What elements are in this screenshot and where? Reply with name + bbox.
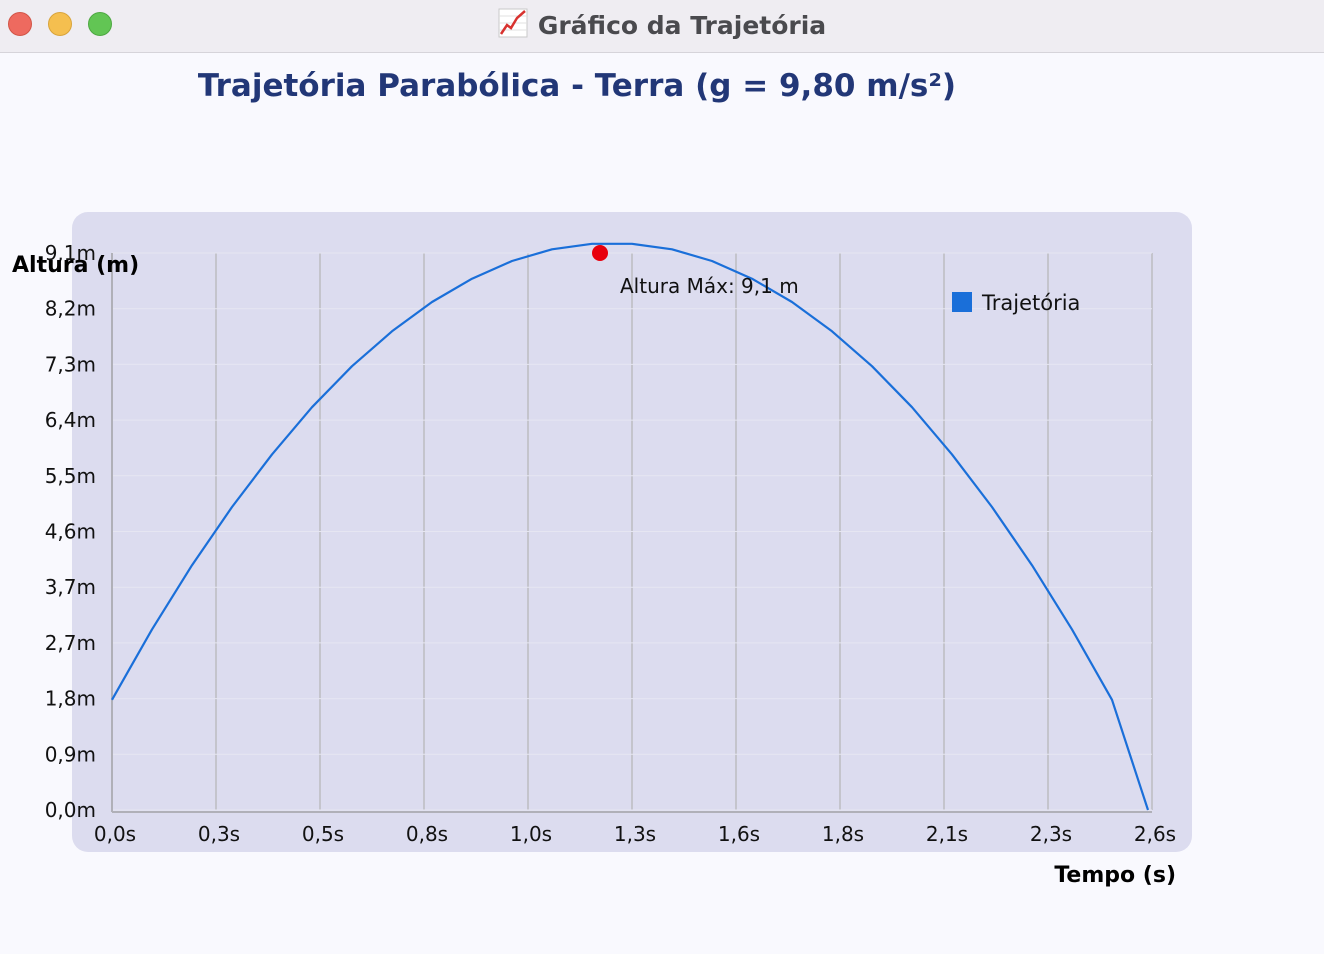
chart-increasing-icon (498, 8, 528, 46)
y-tick-label: 4,6m (45, 520, 96, 544)
y-tick-label: 5,5m (45, 464, 96, 488)
window-title: Gráfico da Trajetória (0, 8, 1324, 46)
x-axis-ticks: 0,0s 0,3s 0,5s 0,8s 1,0s 1,3s 1,6s 1,8s 2,1s 2,3s… (94, 822, 1176, 846)
x-tick-label: 2,6s (1134, 822, 1176, 846)
window-title-text: Gráfico da Trajetória (537, 11, 827, 40)
x-tick-label: 1,6s (718, 822, 760, 846)
grid-lines (111, 252, 1153, 811)
legend-label: Trajetória (981, 291, 1080, 315)
x-tick-label: 1,8s (822, 822, 864, 846)
annotation-group: Altura Máx: 9,1 m (592, 245, 799, 298)
x-tick-label: 0,3s (198, 822, 240, 846)
y-axis-ticks: 0,0m 0,9m 1,8m 2,7m 3,7m 4,6m 5,5m 6,4m 7,3m 8,2m… (45, 241, 96, 822)
y-axis-title: Altura (m) (12, 253, 139, 278)
x-tick-label: 1,3s (614, 822, 656, 846)
series-group (111, 242, 1150, 811)
y-tick-label: 6,4m (45, 408, 96, 432)
close-window-button[interactable] (8, 12, 32, 36)
legend: Trajetória (952, 291, 1080, 315)
window-titlebar: Gráfico da Trajetória (0, 0, 1324, 53)
y-tick-label: 1,8m (45, 687, 96, 711)
x-tick-label: 0,5s (302, 822, 344, 846)
y-tick-label: 8,2m (45, 297, 96, 321)
x-tick-label: 2,1s (926, 822, 968, 846)
x-tick-label: 1,0s (510, 822, 552, 846)
x-axis-title: Tempo (s) (1054, 863, 1176, 888)
y-tick-label: 9,1m (45, 241, 96, 265)
legend-swatch (952, 292, 972, 312)
x-tick-label: 0,0s (94, 822, 136, 846)
x-tick-label: 2,3s (1030, 822, 1072, 846)
y-tick-label: 7,3m (45, 352, 96, 376)
y-tick-label: 3,7m (45, 575, 96, 599)
max-height-annotation: Altura Máx: 9,1 m (620, 274, 799, 298)
y-tick-label: 2,7m (45, 631, 96, 655)
minimize-window-button[interactable] (48, 12, 72, 36)
chart-title: Trajetória Parabólica - Terra (g = 9,80 … (197, 68, 957, 104)
max-height-marker (592, 245, 608, 261)
x-tick-label: 0,8s (406, 822, 448, 846)
series-line-trajetoria (111, 242, 1150, 811)
zoom-window-button[interactable] (88, 12, 112, 36)
y-tick-label: 0,0m (45, 798, 96, 822)
y-tick-label: 0,9m (45, 742, 96, 766)
